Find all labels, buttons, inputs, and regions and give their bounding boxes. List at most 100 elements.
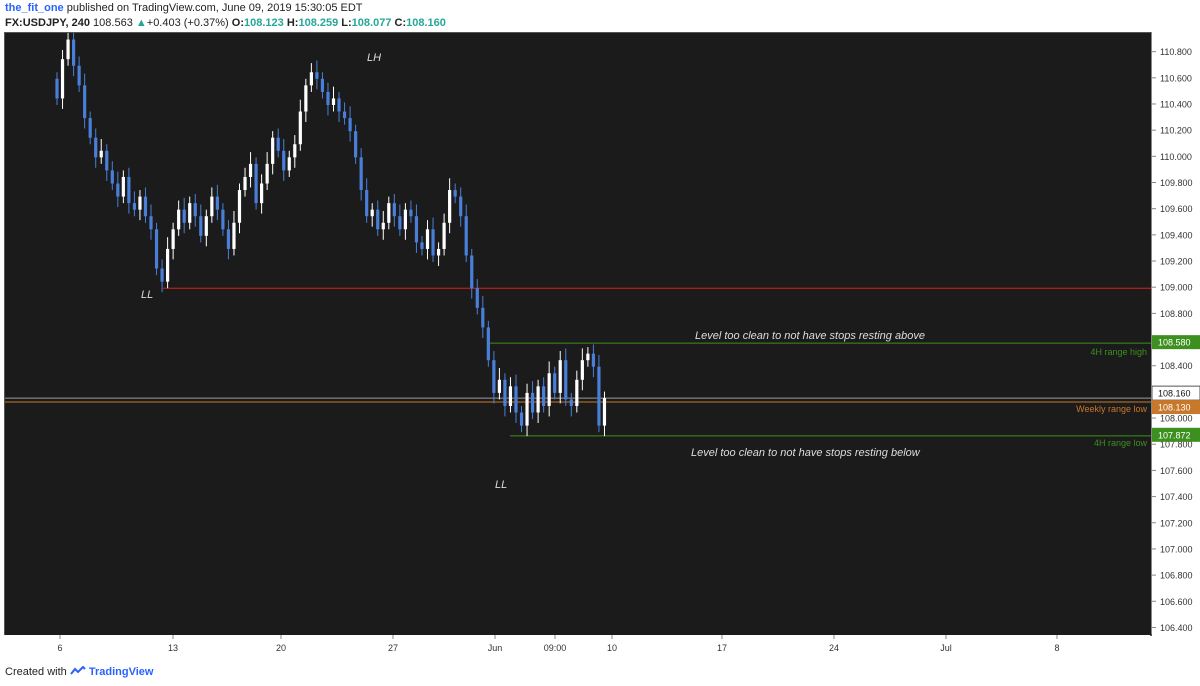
change-arrow-icon: ▲ [135,17,147,29]
last-price-badge-text: 108.160 [1158,389,1191,399]
candle-body [586,353,590,361]
candle-body [121,176,125,197]
ll-annotation-2: LL [495,479,507,491]
candle-body [497,379,501,393]
candle-body [177,209,181,230]
candle-body [414,216,419,243]
candle-body [558,360,562,393]
range-high-badge-text: 108.580 [1158,338,1191,348]
last-price-label: 108.563 [93,17,133,29]
candle-body [287,157,291,171]
price-axis-svg: 110.800 110.600 110.400 110.200 110.000 109.8… [1151,47,1200,633]
candle-body [304,85,308,112]
high-key: H: [286,17,299,29]
low-value: 108.077 [351,17,392,29]
range-low-badge-text: 107.872 [1158,430,1191,440]
candle-body [326,91,330,105]
candle-body [519,412,524,426]
price-axis[interactable]: 110.800 110.600 110.400 110.200 110.000 109.8… [1151,32,1200,634]
candle-body [243,176,247,191]
candle-body [254,163,258,204]
low-key: L: [341,17,352,29]
time-tick-label: 20 [276,643,286,653]
time-axis[interactable]: 6 13 20 27 Jun 09:00 10 17 24 Jul 8 [4,635,1150,657]
candle-body [265,163,269,184]
candles-svg: LH LL LL Level too clean to not have sto… [5,27,1151,491]
candle-body [237,190,242,223]
weekly-low-badge [1152,400,1200,415]
footer: Created with TradingView [5,665,154,678]
price-tick-label: 108.800 [1160,309,1193,319]
candle-body [127,176,131,204]
candle-body [166,248,170,282]
author-link[interactable]: the_fit_one [5,2,64,14]
chart-plot-area[interactable]: LH LL LL Level too clean to not have sto… [4,27,1152,636]
candle-body [171,229,175,249]
price-tick-label: 109.200 [1160,257,1193,267]
candle-body [226,229,231,249]
candle-body [154,229,159,269]
price-badges: 108.580 108.160 108.130 107.872 [1151,335,1200,442]
time-tick-label: 8 [1054,643,1059,653]
tradingview-brand[interactable]: TradingView [88,666,154,678]
candle-body [282,150,286,171]
candle-body [569,399,573,406]
candle-body [94,137,98,158]
candle-body [188,203,192,223]
candle-body [403,209,407,230]
range-low-badge [1152,427,1200,442]
price-tick-label: 107.800 [1160,440,1193,450]
candle-body [232,222,236,249]
candle-body [354,131,358,158]
candle-body [337,98,341,112]
candle-body [376,209,380,230]
price-tick-label: 109.000 [1160,283,1193,293]
time-tick-label: 10 [607,643,617,653]
price-tick-label: 110.600 [1160,73,1192,83]
candle-body [160,268,164,282]
candle-body [503,379,507,406]
candle-body [215,196,219,210]
candle-body [602,398,607,426]
price-tick-label: 109.800 [1160,178,1193,188]
publish-line: the_fit_one published on TradingView.com… [5,2,363,14]
candle-body [71,39,76,66]
candle-body [271,137,275,164]
candle-body [110,170,114,184]
candle-body [459,196,463,217]
candle-body [221,209,225,230]
time-tick-label: 13 [168,643,178,653]
candle-body [381,222,385,230]
candle-body [149,216,153,230]
range-high-label: 4H range high [1090,347,1147,357]
candle-body [470,255,474,289]
symbol-label: FX:USDJPY, 240 [5,17,90,29]
candle-body [442,222,446,249]
candle-body [553,373,557,393]
candle-body [204,216,208,236]
candle-body [492,360,496,393]
candle-body [320,78,325,92]
candle-body [342,111,347,119]
range-low-label: 4H range low [1094,438,1148,448]
candle-body [210,196,214,217]
candle-body [60,59,65,99]
candle-body [425,229,430,249]
price-tick-label: 106.800 [1160,571,1193,581]
candle-body [514,386,518,413]
candle-body [392,203,396,217]
candle-body [530,392,535,413]
candle-body [66,39,70,60]
candle-body [348,118,352,132]
candle-body [116,183,120,197]
time-tick-label: 27 [388,643,398,653]
time-tick-label: 24 [829,643,839,653]
candle-body [309,72,313,86]
candle-body [453,190,457,197]
candles-layer [55,27,607,437]
candle-body [448,190,452,223]
candle-body [260,183,264,204]
candle-body [199,216,203,236]
below-annotation: Level too clean to not have stops restin… [691,447,921,459]
candle-body [331,98,336,105]
